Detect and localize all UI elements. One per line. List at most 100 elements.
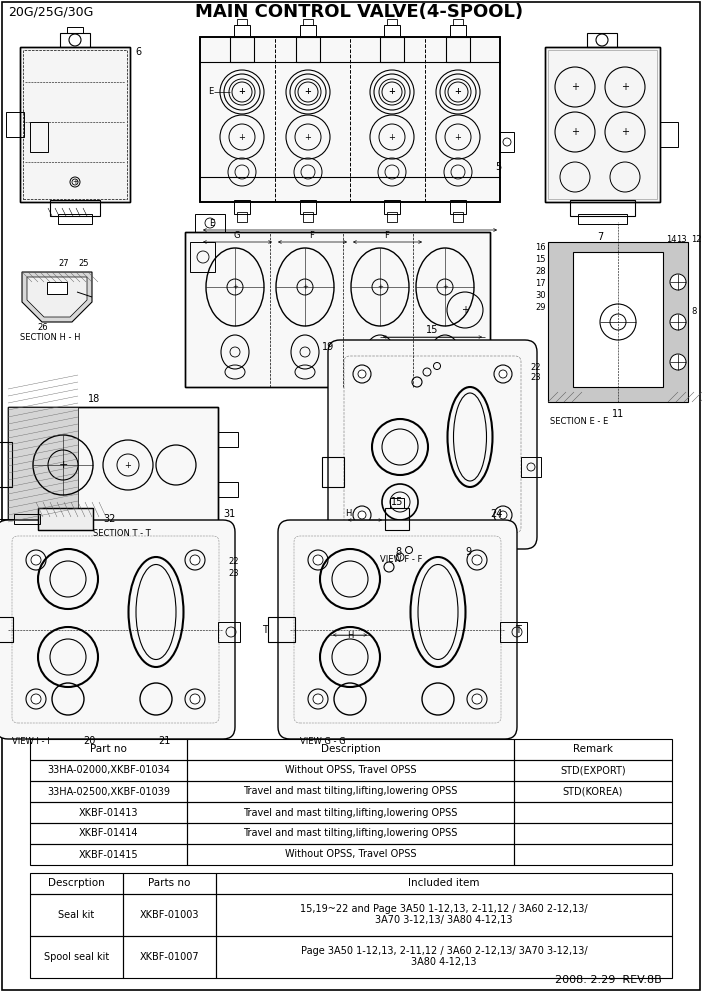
Text: 22: 22 bbox=[530, 362, 541, 371]
Text: 12: 12 bbox=[691, 235, 701, 244]
Text: Description: Description bbox=[321, 745, 380, 755]
Bar bbox=[58, 214, 92, 224]
Bar bbox=[187, 760, 514, 781]
Circle shape bbox=[499, 511, 507, 519]
Text: XKBF-01007: XKBF-01007 bbox=[140, 952, 199, 962]
Text: 30: 30 bbox=[536, 291, 546, 300]
Bar bbox=[8, 407, 78, 522]
Bar bbox=[187, 823, 514, 844]
Text: 19: 19 bbox=[322, 342, 334, 352]
Circle shape bbox=[670, 354, 686, 370]
Text: 15: 15 bbox=[426, 325, 438, 335]
Bar bbox=[500, 622, 527, 642]
Circle shape bbox=[31, 555, 41, 565]
Bar bbox=[185, 232, 490, 387]
Bar bbox=[195, 214, 225, 232]
Bar bbox=[187, 802, 514, 823]
Bar bbox=[30, 873, 123, 894]
Circle shape bbox=[670, 314, 686, 330]
Bar bbox=[123, 894, 216, 936]
Text: 8: 8 bbox=[395, 547, 401, 557]
Text: 24: 24 bbox=[490, 509, 503, 519]
Bar bbox=[578, 214, 627, 224]
Polygon shape bbox=[27, 277, 87, 317]
Bar bbox=[218, 622, 240, 642]
Bar bbox=[570, 200, 635, 216]
Bar bbox=[303, 19, 313, 25]
Text: STD(EXPORT): STD(EXPORT) bbox=[560, 766, 625, 776]
Text: +: + bbox=[389, 133, 395, 142]
Bar bbox=[30, 739, 187, 760]
Text: 33HA-02500,XKBF-01039: 33HA-02500,XKBF-01039 bbox=[47, 787, 170, 797]
Bar bbox=[234, 25, 250, 37]
Text: 15: 15 bbox=[536, 255, 546, 264]
Text: SECTION H - H: SECTION H - H bbox=[20, 333, 81, 342]
Text: Remark: Remark bbox=[573, 745, 613, 755]
Bar bbox=[30, 122, 48, 152]
Circle shape bbox=[472, 694, 482, 704]
Text: Without OPSS, Travel OPSS: Without OPSS, Travel OPSS bbox=[285, 766, 416, 776]
Text: Travel and mast tilting,lifting,lowering OPSS: Travel and mast tilting,lifting,lowering… bbox=[244, 828, 458, 838]
Bar bbox=[216, 873, 672, 894]
Text: Included item: Included item bbox=[409, 879, 479, 889]
Text: 21: 21 bbox=[158, 736, 171, 746]
Bar bbox=[453, 212, 463, 222]
Text: +: + bbox=[389, 87, 395, 96]
Text: XKBF-01413: XKBF-01413 bbox=[79, 807, 138, 817]
Bar bbox=[500, 132, 514, 152]
Bar bbox=[30, 844, 187, 865]
Bar bbox=[387, 19, 397, 25]
Text: 23: 23 bbox=[530, 373, 541, 382]
Bar bbox=[8, 407, 218, 522]
Text: 22: 22 bbox=[228, 558, 239, 566]
Bar bbox=[303, 212, 313, 222]
Bar bbox=[187, 781, 514, 802]
Bar bbox=[47, 282, 67, 294]
Bar bbox=[514, 844, 672, 865]
Bar bbox=[14, 514, 40, 524]
Bar bbox=[390, 498, 404, 508]
Bar bbox=[300, 200, 316, 214]
Bar bbox=[200, 37, 500, 202]
Bar bbox=[216, 894, 672, 936]
Text: +: + bbox=[239, 87, 246, 96]
Text: +: + bbox=[232, 284, 238, 290]
Circle shape bbox=[472, 555, 482, 565]
Circle shape bbox=[499, 370, 507, 378]
Text: E: E bbox=[209, 219, 215, 228]
Bar bbox=[385, 508, 409, 530]
Bar bbox=[67, 27, 83, 33]
Text: 3A70 3-12,13/ 3A80 4-12,13: 3A70 3-12,13/ 3A80 4-12,13 bbox=[376, 916, 512, 926]
Text: 15: 15 bbox=[391, 497, 403, 507]
Bar bbox=[450, 200, 466, 214]
Text: 7: 7 bbox=[597, 232, 603, 242]
Text: +: + bbox=[58, 460, 67, 470]
Bar bbox=[60, 33, 90, 47]
Bar bbox=[514, 823, 672, 844]
Text: 15,19~22 and Page 3A50 1-12,13, 2-11,12 / 3A60 2-12,13/: 15,19~22 and Page 3A50 1-12,13, 2-11,12 … bbox=[300, 905, 588, 915]
Text: H: H bbox=[345, 510, 352, 519]
Text: Spool seal kit: Spool seal kit bbox=[44, 952, 109, 962]
Circle shape bbox=[313, 555, 323, 565]
Bar bbox=[6, 112, 24, 137]
Text: XKBF-01415: XKBF-01415 bbox=[79, 849, 138, 859]
Circle shape bbox=[31, 694, 41, 704]
Bar bbox=[453, 19, 463, 25]
Bar bbox=[123, 873, 216, 894]
Text: +: + bbox=[305, 133, 312, 142]
Text: +: + bbox=[455, 133, 461, 142]
Text: 20: 20 bbox=[83, 736, 95, 746]
Text: +: + bbox=[239, 133, 246, 142]
Text: T: T bbox=[515, 625, 521, 635]
Bar bbox=[123, 936, 216, 978]
Text: E: E bbox=[208, 87, 213, 96]
Bar bbox=[200, 37, 500, 202]
Text: 17: 17 bbox=[536, 279, 546, 288]
Bar bbox=[322, 457, 344, 487]
Bar bbox=[237, 212, 247, 222]
Text: +: + bbox=[239, 87, 246, 96]
Text: +: + bbox=[305, 87, 312, 96]
Bar bbox=[30, 823, 187, 844]
Bar bbox=[548, 50, 657, 199]
Text: 23: 23 bbox=[228, 569, 239, 578]
